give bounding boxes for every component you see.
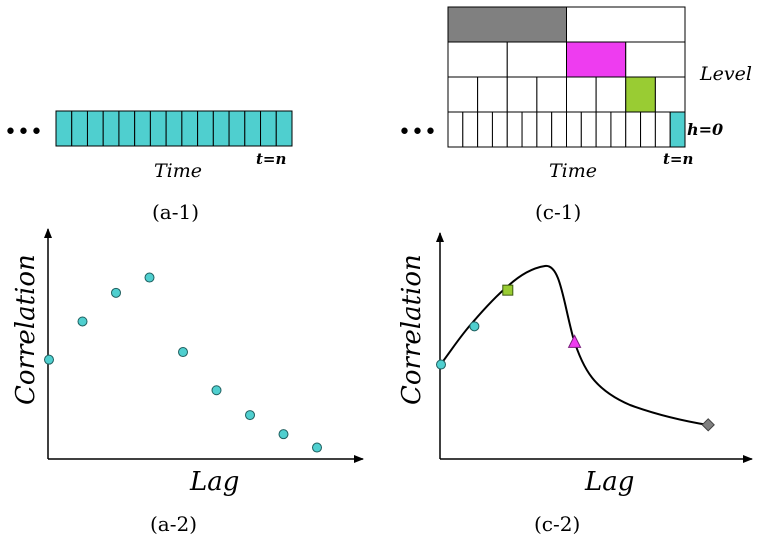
level-cell: [580, 111, 597, 148]
ellipsis-a1: •••: [4, 120, 43, 145]
caption-a1: (a-1): [152, 200, 199, 224]
scatter-point: [245, 410, 255, 421]
ylabel-c2: Correlation: [397, 254, 427, 405]
caption-c2: (c-2): [534, 512, 580, 536]
scatter-point: [77, 316, 88, 327]
time-cell: [165, 110, 183, 147]
time-cell: [212, 110, 230, 147]
level-cell: [669, 111, 686, 148]
level-cell: [536, 111, 553, 148]
time-label-c1: Time: [549, 160, 597, 182]
ylabel-a2: Correlation: [11, 254, 41, 405]
level-cell: [625, 41, 686, 78]
level-cell: [462, 111, 479, 148]
level-cell: [477, 76, 508, 113]
level-cell: [625, 111, 642, 148]
level-cell: [595, 111, 612, 148]
circle-marker: [436, 359, 446, 370]
time-cell: [275, 110, 293, 147]
level-cell: [521, 111, 538, 148]
h-label: h=0: [687, 120, 723, 139]
xlabel-c2: Lag: [584, 467, 634, 497]
panel-a1: ••• Time t=n (a-1): [4, 110, 293, 224]
level-cell: [640, 111, 656, 148]
time-cell: [86, 110, 104, 147]
scatter-point: [278, 429, 289, 440]
time-cell: [244, 110, 262, 147]
level-cell: [447, 111, 464, 148]
circle-marker: [469, 321, 480, 332]
ellipsis-c1: •••: [398, 120, 437, 145]
time-cell: [260, 110, 277, 147]
level-cell: [506, 41, 567, 78]
level-cell: [654, 76, 686, 113]
panel-c2: Correlation Lag (c-2): [397, 232, 753, 536]
curve-markers: [436, 284, 715, 432]
level-cell: [566, 76, 597, 113]
level-cell: [536, 76, 567, 113]
time-label-a1: Time: [154, 160, 202, 182]
scatter-point: [178, 347, 188, 358]
square-marker: [502, 284, 514, 296]
time-cell: [118, 110, 136, 147]
panel-c1: ••• Level h=0 Time t=n (c-1): [398, 6, 752, 224]
triangle-marker: [567, 334, 582, 348]
caption-c1: (c-1): [535, 200, 581, 224]
level-cell: [566, 41, 627, 78]
time-cell: [134, 110, 151, 147]
scatter-point: [312, 442, 322, 453]
time-cell: [181, 110, 199, 147]
multilevel-grid: [447, 6, 686, 148]
scatter-point: [111, 287, 121, 298]
level-cell: [447, 6, 567, 43]
scatter-point: [211, 385, 222, 396]
level-cell: [610, 111, 627, 148]
xlabel-a2: Lag: [189, 467, 239, 497]
level-cell: [506, 76, 538, 113]
time-cell: [55, 110, 73, 147]
diamond-marker: [701, 418, 715, 432]
level-cell: [447, 76, 479, 113]
level-label: Level: [699, 63, 752, 85]
level-cell: [506, 111, 523, 148]
scatter-points: [44, 272, 322, 453]
time-cell: [149, 110, 167, 147]
level-cell: [477, 111, 493, 148]
level-cell: [595, 76, 627, 113]
t-label-a1: t=n: [256, 150, 286, 168]
scatter-point: [144, 272, 155, 283]
time-cell: [71, 110, 88, 147]
time-cell: [197, 110, 214, 147]
caption-a2: (a-2): [150, 512, 197, 536]
level-cell: [566, 111, 582, 148]
level-cell: [551, 111, 567, 148]
time-cell: [102, 110, 120, 147]
level-cell: [447, 41, 508, 78]
level-cell: [491, 111, 508, 148]
scatter-point: [44, 354, 54, 365]
time-cell: [228, 110, 246, 147]
t-label-c1: t=n: [663, 150, 693, 168]
level-cell: [654, 111, 671, 148]
time-series-cells: [55, 110, 293, 147]
panel-a2: Correlation Lag (a-2): [11, 228, 364, 536]
level-cell: [566, 6, 686, 43]
level-cell: [625, 76, 656, 113]
